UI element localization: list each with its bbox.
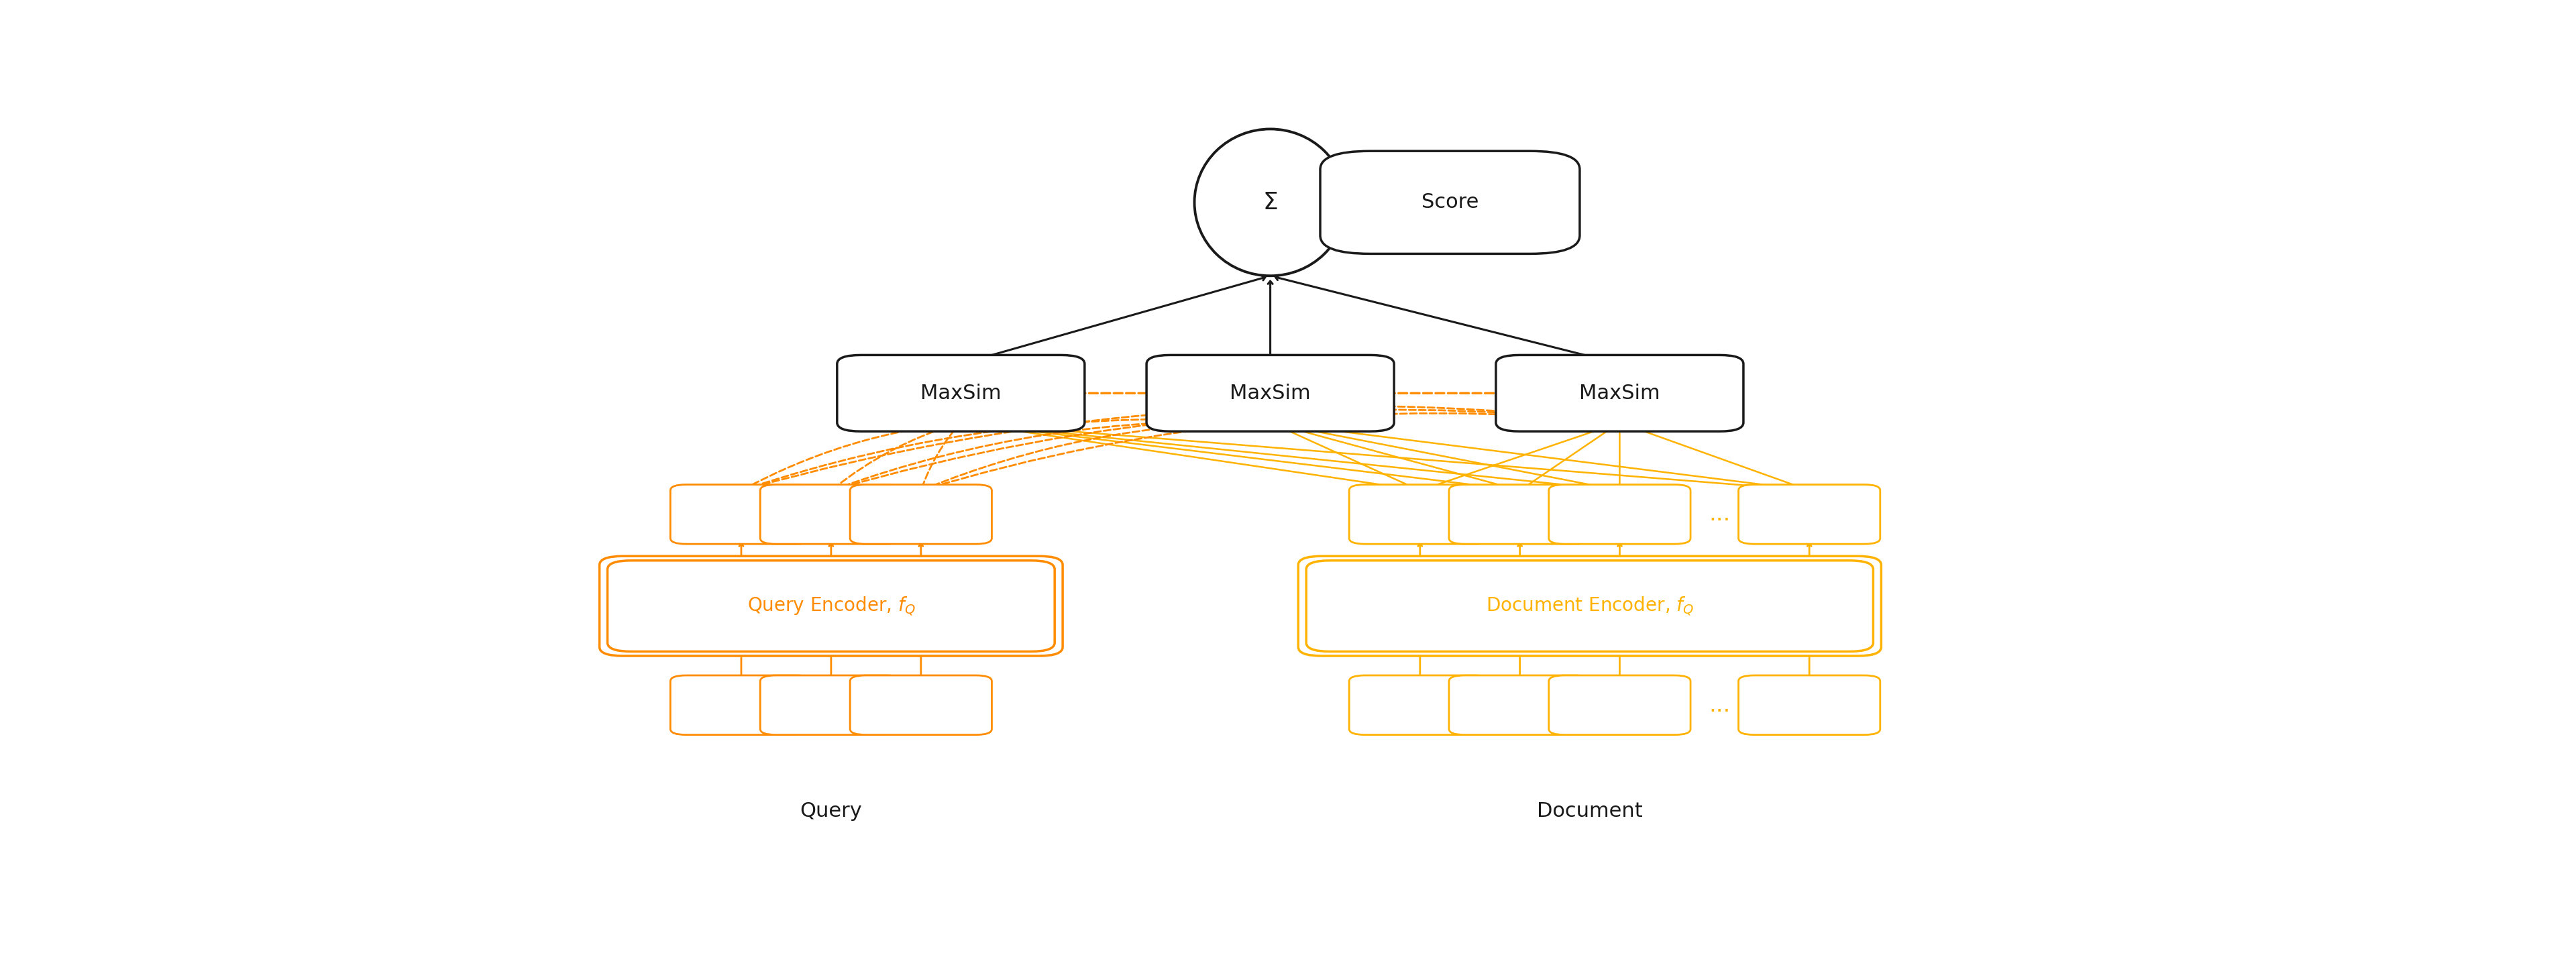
FancyBboxPatch shape <box>1739 484 1880 544</box>
FancyBboxPatch shape <box>1448 484 1592 544</box>
FancyBboxPatch shape <box>1548 676 1690 735</box>
FancyBboxPatch shape <box>1350 676 1492 735</box>
FancyBboxPatch shape <box>1548 484 1690 544</box>
Text: MaxSim: MaxSim <box>1229 383 1311 403</box>
FancyBboxPatch shape <box>1298 557 1880 656</box>
Text: Document: Document <box>1538 801 1643 821</box>
Text: Score: Score <box>1422 193 1479 213</box>
FancyBboxPatch shape <box>600 557 1064 656</box>
FancyBboxPatch shape <box>850 676 992 735</box>
FancyBboxPatch shape <box>1448 676 1592 735</box>
FancyBboxPatch shape <box>1319 151 1579 253</box>
FancyBboxPatch shape <box>670 484 811 544</box>
FancyBboxPatch shape <box>608 560 1054 652</box>
FancyBboxPatch shape <box>670 676 811 735</box>
FancyBboxPatch shape <box>760 484 902 544</box>
Text: ...: ... <box>1708 503 1731 525</box>
FancyBboxPatch shape <box>1497 355 1744 432</box>
FancyBboxPatch shape <box>760 676 902 735</box>
FancyBboxPatch shape <box>1306 560 1873 652</box>
FancyBboxPatch shape <box>1739 676 1880 735</box>
Text: ...: ... <box>1708 694 1731 716</box>
Text: Document Encoder, $f_Q$: Document Encoder, $f_Q$ <box>1486 595 1692 618</box>
Text: MaxSim: MaxSim <box>920 383 1002 403</box>
FancyBboxPatch shape <box>850 484 992 544</box>
FancyBboxPatch shape <box>1146 355 1394 432</box>
Text: $\Sigma$: $\Sigma$ <box>1262 191 1278 213</box>
FancyBboxPatch shape <box>837 355 1084 432</box>
Text: MaxSim: MaxSim <box>1579 383 1659 403</box>
FancyBboxPatch shape <box>1350 484 1492 544</box>
Text: Query Encoder, $f_Q$: Query Encoder, $f_Q$ <box>747 595 914 618</box>
Text: Query: Query <box>801 801 863 821</box>
Ellipse shape <box>1195 129 1347 275</box>
